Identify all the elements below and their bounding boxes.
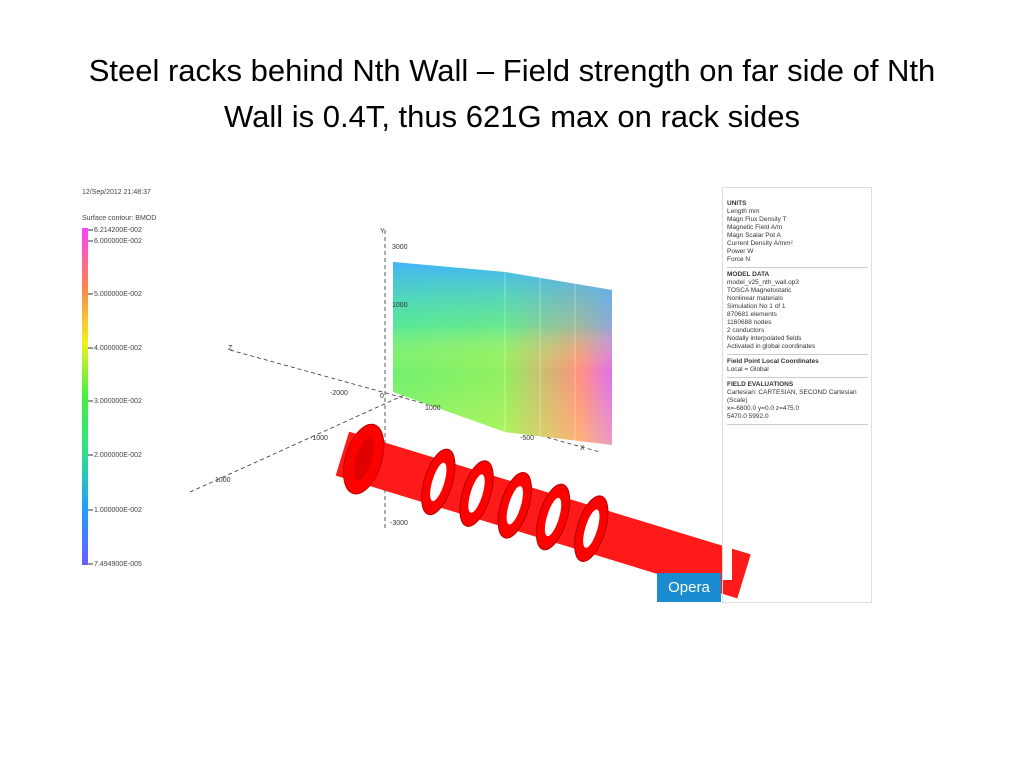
info-row: Magn Scalar Pot A — [727, 232, 781, 239]
info-section: FIELD EVALUATIONS Cartesian: CARTESIAN, S… — [727, 381, 868, 425]
axes — [189, 230, 601, 530]
info-row: Length mm — [727, 208, 760, 215]
info-row: Nodally interpolated fields — [727, 335, 802, 342]
info-row: Magnetic Field A/m — [727, 224, 783, 231]
legend-label: 5.000000E-002 — [94, 291, 142, 298]
opera-badge: Opera — [657, 573, 721, 602]
axis-label: -3000 — [390, 520, 408, 527]
axis-label: 0 — [380, 393, 384, 400]
info-row: Cartesian: CARTESIAN, SECOND Cartesian — [727, 389, 857, 396]
clip — [722, 420, 732, 580]
info-row: x=-6800.0 y=0.0 z=475.0 — [727, 405, 800, 412]
block-edges — [504, 272, 576, 441]
section-heading: UNITS — [727, 200, 747, 207]
axis-label: Z — [228, 345, 233, 352]
axis-label: 1000 — [392, 302, 408, 309]
info-section: UNITS Length mm Magn Flux Density T Magneti… — [727, 200, 868, 268]
legend-label: 7.494900E-005 — [94, 561, 142, 568]
info-row: (Scale) — [727, 397, 748, 404]
section-heading: Field Point Local Coordinates — [727, 358, 819, 365]
legend-label: 2.000000E-002 — [94, 452, 142, 459]
wall-block-shade — [393, 262, 612, 445]
axis-label: 1000 — [215, 477, 231, 484]
legend-label: 6.214200E-002 — [94, 227, 142, 234]
legend-label: 4.000000E-002 — [94, 345, 142, 352]
beam-pipe — [335, 423, 751, 599]
axis-label: 1000 — [425, 405, 441, 412]
info-panel: UNITS Length mm Magn Flux Density T Magneti… — [722, 187, 872, 603]
info-section: MODEL DATA model_v25_nth_wall.op3 TOSCA Ma… — [727, 271, 868, 355]
info-row: model_v25_nth_wall.op3 — [727, 279, 799, 286]
legend-label: 1.000000E-002 — [94, 507, 142, 514]
color-scale — [82, 228, 88, 565]
section-heading: FIELD EVALUATIONS — [727, 381, 794, 388]
info-row: 5470.0 5992.0 — [727, 413, 769, 420]
legend-label: 3.000000E-002 — [94, 398, 142, 405]
axis-label: 3000 — [392, 244, 408, 251]
axis-label: -500 — [520, 435, 534, 442]
axis-label: X — [580, 445, 585, 452]
info-row: Nonlinear materials — [727, 295, 783, 302]
info-row: 2 conductors — [727, 327, 765, 334]
info-row: Magn Flux Density T — [727, 216, 787, 223]
info-row: Power W — [727, 248, 754, 255]
legend-label: 6.000000E-002 — [94, 238, 142, 245]
info-row: TOSCA Magnetostatic — [727, 287, 792, 294]
info-row: Local = Global — [727, 366, 769, 373]
timestamp: 12/Sep/2012 21:48:37 — [82, 189, 151, 196]
info-row: Activated in global coordinates — [727, 343, 816, 350]
info-row: 870681 elements — [727, 311, 777, 318]
section-heading: MODEL DATA — [727, 271, 770, 278]
axis-label: -2000 — [330, 390, 348, 397]
axis-label: Y — [380, 228, 385, 235]
info-row: Simulation No 1 of 1 — [727, 303, 786, 310]
info-row: Force N — [727, 256, 751, 263]
legend-title: Surface contour: BMOD — [82, 215, 156, 222]
axis-label: -1000 — [310, 435, 328, 442]
info-row: 1160688 nodes — [727, 319, 772, 326]
info-section: Field Point Local Coordinates Local = Glo… — [727, 358, 868, 378]
slide-title: Steel racks behind Nth Wall – Field stre… — [88, 53, 936, 134]
info-row: Current Density A/mm² — [727, 240, 793, 247]
